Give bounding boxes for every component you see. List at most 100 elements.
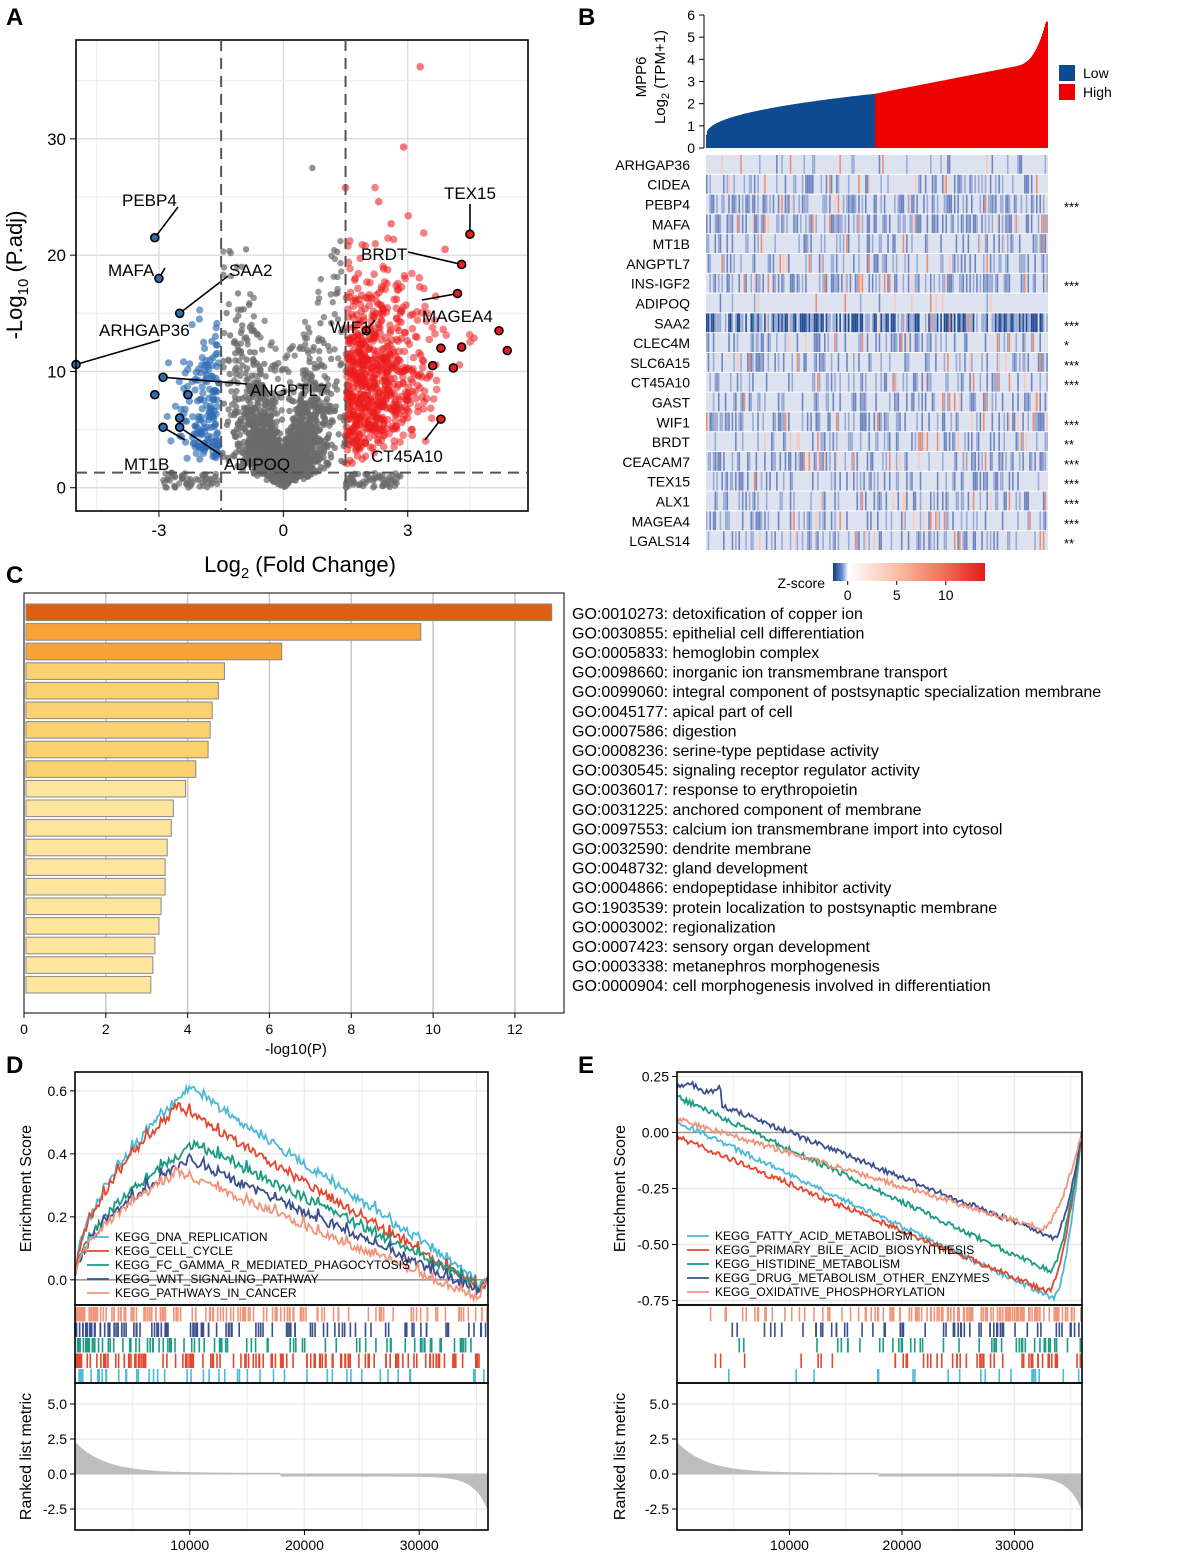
heatmap-cell: [825, 313, 828, 333]
heatmap-cell: [996, 372, 999, 392]
volcano-point-up: [387, 389, 396, 397]
heatmap-cell: [747, 471, 749, 491]
heatmap-cell: [1005, 254, 1007, 273]
heatmap-cell: [998, 174, 1000, 194]
heatmap-cell: [721, 471, 723, 491]
heatmap-cell: [834, 491, 836, 511]
heatmap-cell: [911, 234, 913, 253]
volcano-point-ns: [298, 391, 305, 399]
heatmap-cell: [822, 273, 824, 293]
heatmap-cell: [1042, 194, 1045, 214]
heatmap-cell: [1008, 214, 1011, 234]
heatmap-gene-label: CT45A10: [631, 375, 690, 391]
heatmap-cell: [1044, 392, 1047, 412]
heatmap-cell: [936, 471, 939, 491]
heatmap-cell: [986, 234, 988, 253]
heatmap-cell: [721, 194, 723, 214]
heatmap-cell: [810, 313, 812, 333]
heatmap-cell: [936, 511, 939, 531]
heatmap-cell: [890, 531, 893, 550]
heatmap-cell: [957, 491, 959, 511]
volcano-point-up: [390, 437, 399, 445]
heatmap-cell: [726, 234, 729, 253]
heatmap-cell: [709, 194, 711, 214]
heatmap-cell: [823, 214, 826, 234]
heatmap-cell: [895, 412, 898, 432]
heatmap-cell: [979, 412, 982, 432]
heatmap-cell: [748, 372, 751, 392]
heatmap-cell: [719, 511, 722, 531]
volcano-point-ns: [302, 381, 310, 389]
volcano-point-ns: [377, 473, 384, 481]
volcano-point-up: [431, 330, 439, 338]
volcano-point-ns: [317, 384, 325, 392]
volcano-point-ns: [337, 259, 344, 267]
volcano-point-up: [343, 459, 351, 468]
heatmap-cell: [709, 372, 711, 392]
heatmap-cell: [861, 194, 864, 214]
heatmap-cell: [817, 333, 819, 352]
volcano-gene-label: WIF1: [330, 318, 371, 337]
heatmap-cell: [952, 273, 954, 293]
heatmap-cell: [1034, 234, 1036, 253]
heatmap-cell: [861, 214, 864, 234]
heatmap-cell: [974, 471, 977, 491]
heatmap-cell: [947, 313, 949, 333]
heatmap-cell: [974, 452, 977, 471]
heatmap-cell: [996, 531, 999, 550]
heatmap-cell: [892, 254, 894, 273]
volcano-point-ns: [256, 382, 264, 390]
heatmap-cell: [788, 333, 790, 352]
heatmap-cell: [842, 194, 845, 214]
heatmap-cell: [813, 452, 816, 471]
heatmap-cell: [921, 412, 923, 432]
heatmap-cell: [989, 273, 992, 293]
heatmap-cell: [888, 353, 891, 372]
heatmap-cell: [1024, 353, 1026, 372]
heatmap-cell: [817, 412, 819, 432]
heatmap-cell: [904, 491, 906, 511]
heatmap-cell: [977, 432, 980, 451]
heatmap-cell: [846, 511, 848, 531]
heatmap-cell: [1042, 313, 1045, 333]
heatmap-cell: [882, 452, 884, 471]
heatmap-cell: [837, 214, 840, 234]
heatmap-cell: [861, 392, 864, 412]
heatmap-cell: [854, 392, 857, 412]
volcano-point-ns: [312, 383, 319, 390]
heatmap-cell: [822, 353, 824, 372]
heatmap-cell: [820, 174, 823, 194]
heatmap-cell: [931, 174, 934, 194]
heatmap-cell: [834, 214, 836, 234]
heatmap-cell: [822, 511, 824, 531]
volcano-point-ns: [221, 329, 228, 337]
volcano-point-ns: [292, 406, 299, 413]
volcano-point-ns: [327, 291, 335, 298]
heatmap-cell: [861, 313, 864, 333]
heatmap-cell: [928, 333, 930, 352]
volcano-point-up: [361, 391, 370, 400]
heatmap-cell: [777, 214, 780, 234]
colorbar-tick-label: 10: [938, 587, 954, 603]
heatmap-cell: [906, 353, 908, 372]
heatmap-cell: [960, 511, 963, 531]
go-x-tick-label: 2: [102, 1021, 110, 1037]
heatmap-cell: [825, 174, 828, 194]
heatmap-cell: [986, 254, 988, 273]
volcano-point-up: [428, 323, 437, 332]
heatmap-cell: [717, 392, 720, 412]
go-bar: [25, 623, 422, 641]
go-bar: [25, 721, 211, 739]
legend-low-label: Low: [1083, 65, 1110, 81]
volcano-point-ns: [247, 461, 254, 468]
heatmap-cell: [984, 333, 987, 352]
volcano-point-down: [181, 438, 190, 446]
heatmap-cell: [947, 491, 949, 511]
heatmap-cell: [709, 254, 711, 273]
heatmap-cell: [782, 214, 785, 234]
heatmap-cell: [953, 194, 956, 214]
heatmap-cell: [740, 412, 742, 432]
heatmap-cell: [712, 194, 715, 214]
heatmap-cell: [877, 412, 879, 432]
volcano-point-ns: [247, 290, 254, 298]
